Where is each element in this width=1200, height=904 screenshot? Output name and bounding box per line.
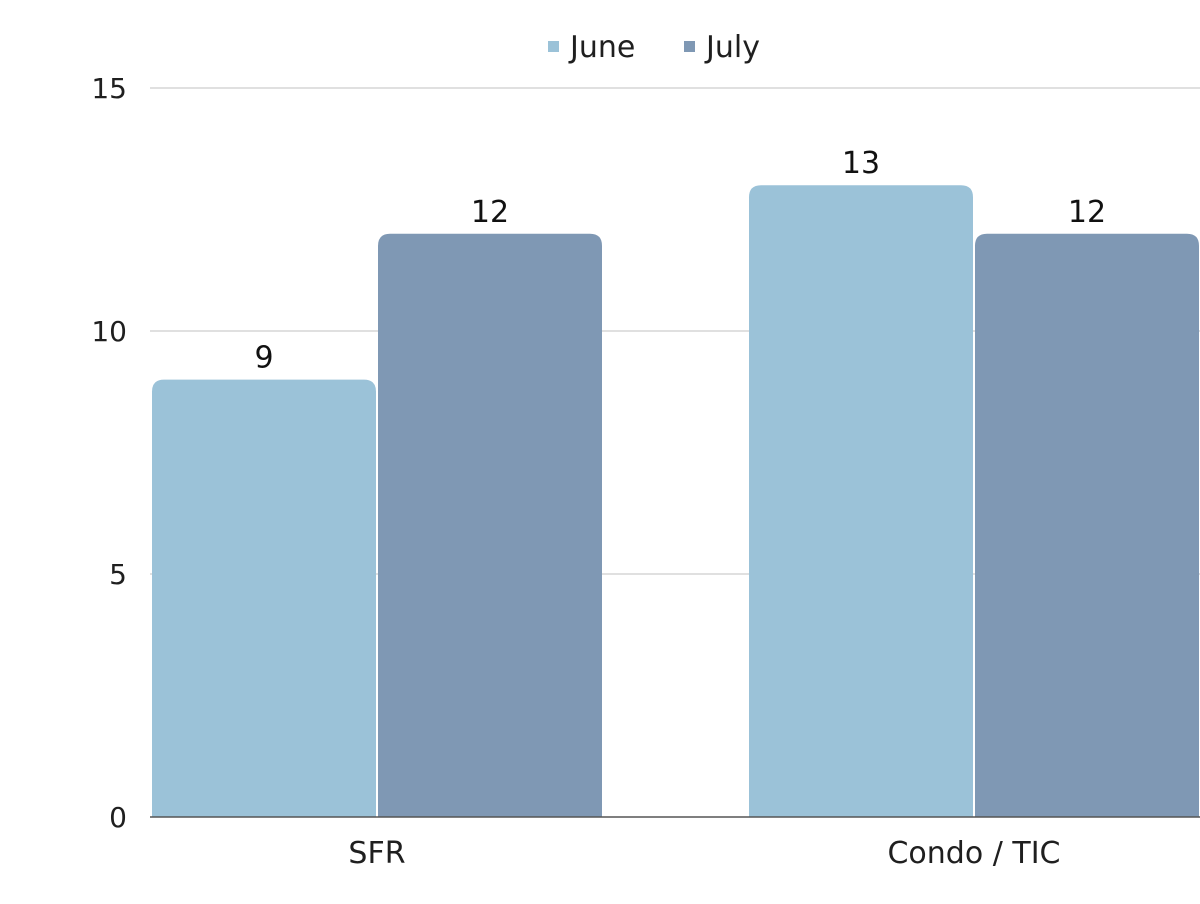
legend-swatch	[548, 41, 559, 52]
legend: June July	[548, 30, 760, 65]
data-label: 12	[1068, 195, 1106, 230]
bars	[152, 185, 1199, 818]
x-category-label: SFR	[348, 836, 405, 871]
legend-label: July	[704, 30, 760, 65]
bar-june-condo-tic	[749, 185, 973, 817]
legend-swatch	[684, 41, 695, 52]
axes: 0 5 10 15 SFR Condo / TIC	[91, 72, 1200, 871]
data-label: 13	[842, 146, 880, 181]
x-category-label: Condo / TIC	[887, 836, 1060, 871]
y-tick-label: 10	[91, 315, 127, 348]
data-label: 12	[471, 195, 509, 230]
labels: 9 12 13 12	[254, 146, 1106, 375]
y-tick-label: 15	[91, 72, 127, 105]
legend-label: June	[568, 30, 635, 65]
bar-july-condo-tic	[975, 233, 1199, 818]
y-tick-label: 0	[109, 801, 127, 834]
data-label: 9	[254, 341, 273, 376]
bar-june-sfr	[152, 379, 376, 817]
bar-july-sfr	[378, 233, 602, 818]
y-tick-label: 5	[109, 558, 127, 591]
